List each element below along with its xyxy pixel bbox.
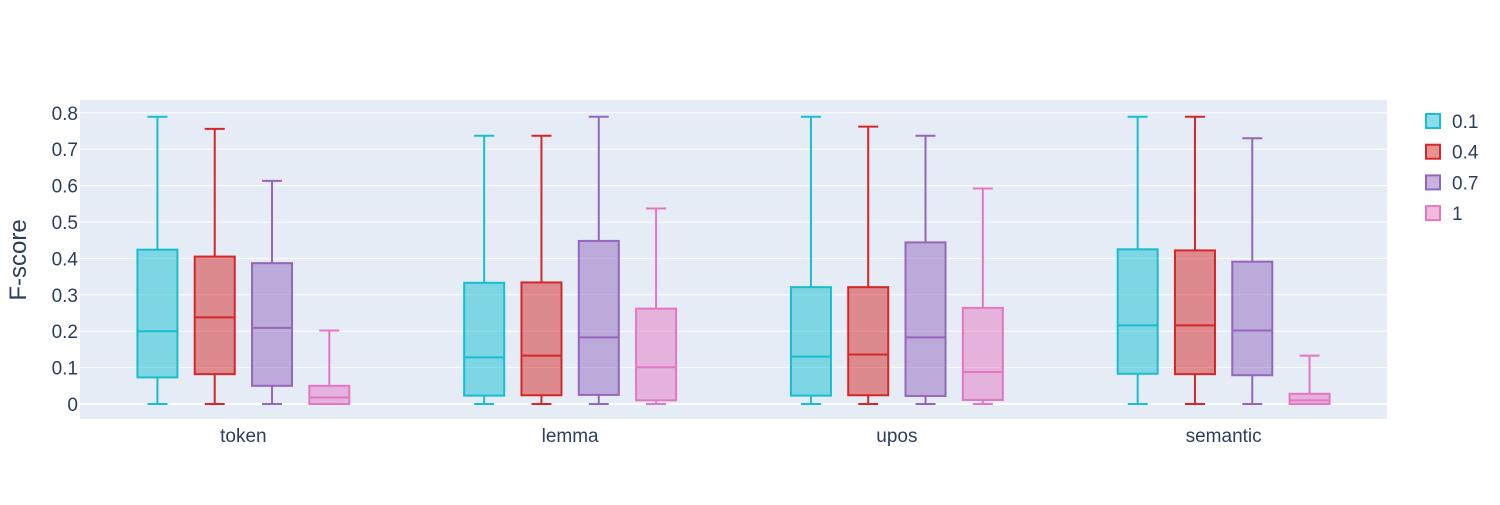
iqr-box (1173, 249, 1216, 376)
box-semantic-1 (1288, 354, 1331, 406)
iqr-box (961, 306, 1004, 401)
iqr-box (1231, 260, 1274, 377)
y-tick-label: 0.2 (52, 322, 78, 343)
series-group-1 (308, 187, 1331, 406)
series-group-0.1 (136, 115, 1159, 405)
iqr-box (635, 307, 678, 402)
legend-swatch (1425, 143, 1441, 160)
x-category-label: upos (876, 426, 917, 447)
box-upos-0.1 (789, 115, 832, 405)
legend-label: 0.7 (1452, 173, 1478, 194)
iqr-box (577, 239, 620, 396)
box-lemma-0.4 (520, 134, 563, 405)
iqr-box (308, 384, 351, 405)
box-semantic-0.4 (1173, 115, 1216, 405)
box-upos-1 (961, 187, 1004, 405)
legend-item-1: 1 (1425, 204, 1463, 225)
x-category-label: lemma (542, 426, 599, 447)
iqr-box (1116, 248, 1159, 375)
legend-item-0.1: 0.1 (1425, 112, 1478, 133)
y-tick-label: 0.4 (52, 249, 79, 270)
x-axis-categories: token lemma upos semantic (220, 426, 1262, 447)
iqr-box (136, 248, 179, 379)
iqr-box (251, 262, 294, 387)
y-axis-ticks: 0 0.1 0.2 0.3 0.4 0.5 0.6 0.7 0.8 (52, 104, 79, 416)
y-tick-label: 0.1 (52, 359, 78, 380)
gridlines (80, 112, 1387, 405)
legend: 0.1 0.4 0.7 1 (1425, 112, 1479, 225)
y-tick-label: 0 (67, 395, 78, 416)
legend-label: 0.1 (1452, 112, 1478, 133)
legend-swatch (1425, 174, 1441, 191)
iqr-box (847, 286, 890, 397)
box-series (136, 115, 1331, 406)
legend-label: 0.4 (1452, 143, 1479, 164)
box-lemma-1 (635, 207, 678, 405)
y-tick-label: 0.5 (52, 213, 78, 234)
box-semantic-0.1 (1116, 115, 1159, 405)
box-token-1 (308, 329, 351, 405)
box-token-0.4 (193, 127, 236, 405)
y-tick-label: 0.3 (52, 286, 78, 307)
legend-item-0.7: 0.7 (1425, 173, 1478, 194)
box-upos-0.4 (847, 125, 890, 405)
box-upos-0.7 (904, 134, 947, 405)
y-tick-label: 0.8 (52, 104, 78, 125)
y-tick-label: 0.7 (52, 140, 78, 161)
legend-swatch (1425, 113, 1441, 129)
iqr-box (193, 255, 236, 376)
iqr-box (789, 286, 832, 397)
iqr-box (904, 241, 947, 397)
iqr-box (1288, 392, 1331, 406)
y-axis-title: F-score (5, 219, 32, 300)
x-category-label: token (220, 426, 266, 447)
box-lemma-0.1 (463, 134, 506, 405)
y-tick-label: 0.6 (52, 177, 78, 198)
legend-swatch (1425, 205, 1441, 222)
plot-background (80, 100, 1387, 419)
legend-label: 1 (1452, 204, 1463, 225)
x-category-label: semantic (1186, 426, 1262, 447)
box-semantic-0.7 (1231, 137, 1274, 405)
box-lemma-0.7 (577, 115, 620, 405)
box-token-0.1 (136, 115, 179, 405)
iqr-box (520, 281, 563, 397)
series-group-0.7 (251, 115, 1274, 405)
iqr-box (463, 281, 506, 397)
box-token-0.7 (251, 179, 294, 405)
series-group-0.4 (193, 115, 1216, 405)
legend-item-0.4: 0.4 (1425, 143, 1479, 164)
